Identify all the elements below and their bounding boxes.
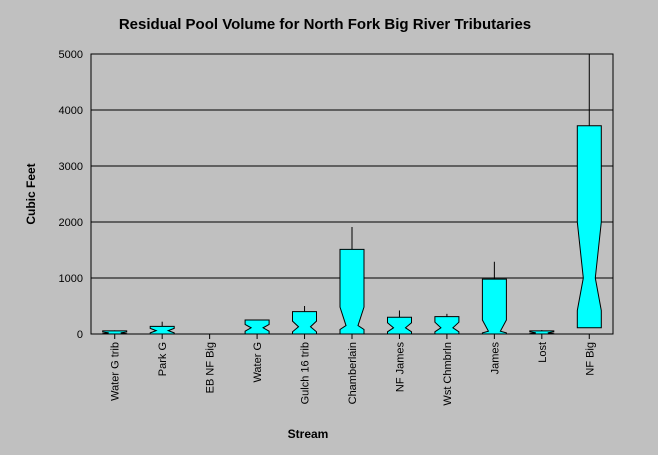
box	[481, 278, 507, 335]
y-tick-label: 0	[77, 329, 83, 341]
box	[529, 330, 555, 335]
y-tick-label: 2000	[59, 217, 83, 229]
x-tick-label: Gulch 16 trib	[300, 342, 312, 404]
x-tick-label: Chamberlain	[347, 342, 359, 404]
x-tick-label: EB NF Big	[205, 342, 217, 393]
x-tick-label: Water G trib	[110, 342, 122, 401]
x-tick-label: James	[489, 342, 501, 375]
box	[102, 330, 128, 335]
x-tick-label: Wst Chmbrln	[442, 342, 454, 406]
x-tick-label: Lost	[537, 342, 549, 363]
box	[387, 316, 412, 335]
y-tick-label: 4000	[59, 105, 83, 117]
x-tick-label: NF James	[395, 342, 407, 393]
boxes	[102, 54, 602, 335]
box	[244, 319, 270, 335]
x-tick-label: NF Big	[584, 342, 596, 376]
box	[434, 316, 460, 335]
chart-title: Residual Pool Volume for North Fork Big …	[119, 16, 531, 33]
y-tick-label: 5000	[59, 49, 83, 61]
x-tick-label: Water G	[252, 342, 264, 383]
y-axis-label: Cubic Feet	[24, 163, 38, 224]
x-axis-label: Stream	[288, 427, 329, 441]
box	[339, 248, 365, 335]
y-tick-label: 3000	[59, 161, 83, 173]
y-tick-label: 1000	[59, 273, 83, 285]
x-axis-tick-labels: Water G trib Park G EB NF Big Water G Gulch …	[110, 334, 596, 406]
box	[149, 325, 175, 335]
x-tick-label: Park G	[157, 342, 169, 376]
box	[292, 311, 317, 335]
box	[576, 125, 602, 329]
y-axis-ticks: 0 1000 2000 3000 4000 5000	[59, 49, 83, 341]
